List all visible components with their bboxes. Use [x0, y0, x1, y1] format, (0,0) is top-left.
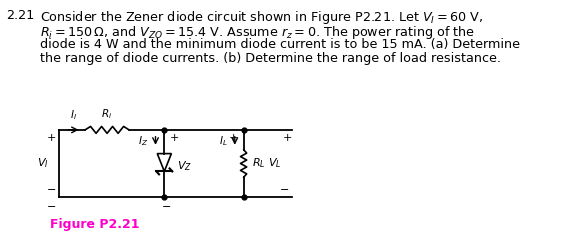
Text: −: −	[47, 202, 56, 212]
Text: Consider the Zener diode circuit shown in Figure P2.21. Let $V_I = 60$ V,: Consider the Zener diode circuit shown i…	[40, 9, 484, 26]
Text: 2.21: 2.21	[6, 9, 34, 22]
Text: −: −	[162, 202, 172, 212]
Text: $I_Z$: $I_Z$	[138, 134, 149, 148]
Text: diode is 4 W and the minimum diode current is to be 15 mA. (a) Determine: diode is 4 W and the minimum diode curre…	[40, 38, 520, 51]
Text: −: −	[280, 185, 290, 195]
Text: +: +	[283, 133, 292, 143]
Text: $V_L$: $V_L$	[268, 156, 281, 170]
Text: Figure P2.21: Figure P2.21	[50, 218, 139, 231]
Text: +: +	[170, 133, 180, 143]
Text: $I_L$: $I_L$	[219, 134, 228, 148]
Text: $I_I$: $I_I$	[70, 108, 77, 122]
Text: $R_i = 150\,\Omega$, and $V_{ZO} = 15.4$ V. Assume $r_z = 0$. The power rating o: $R_i = 150\,\Omega$, and $V_{ZO} = 15.4$…	[40, 24, 475, 41]
Text: $R_i$: $R_i$	[102, 107, 113, 121]
Text: +: +	[47, 133, 56, 143]
Text: $V_I$: $V_I$	[37, 156, 49, 170]
Text: the range of diode currents. (b) Determine the range of load resistance.: the range of diode currents. (b) Determi…	[40, 52, 501, 65]
Text: −: −	[47, 185, 56, 195]
Text: +: +	[228, 133, 238, 143]
Text: $R_L$: $R_L$	[253, 156, 266, 170]
Text: $V_Z$: $V_Z$	[177, 160, 192, 173]
